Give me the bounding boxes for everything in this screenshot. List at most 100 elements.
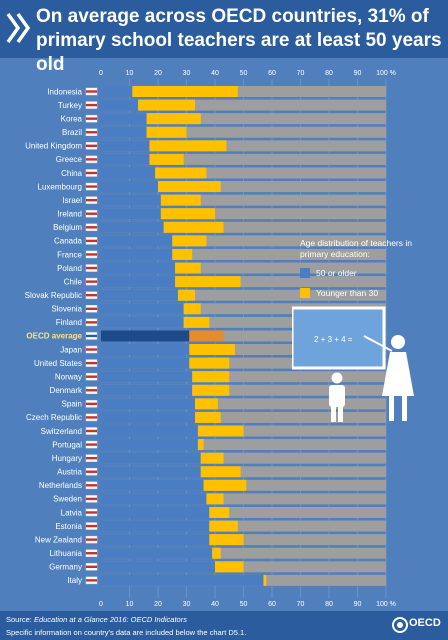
- x-tick-label-bottom: 0: [99, 601, 103, 608]
- bar-older: [101, 371, 193, 383]
- source-prefix: Source:: [6, 615, 34, 624]
- country-label: Belgium: [53, 223, 82, 232]
- bar-older: [101, 534, 210, 546]
- flag-stripe: [86, 443, 97, 446]
- x-tick-label-top: 50: [240, 70, 248, 77]
- bar-older: [101, 452, 201, 464]
- bar-track: [101, 452, 386, 464]
- bar-older: [101, 221, 164, 233]
- country-label: Spain: [62, 400, 82, 409]
- bar-younger: [200, 466, 241, 478]
- flag-stripe: [86, 103, 97, 107]
- flag-stripe: [86, 294, 97, 297]
- bar-younger: [138, 99, 196, 111]
- bar-older: [101, 167, 156, 179]
- flag-stripe: [86, 389, 97, 392]
- teacher-illustration: 2 + 3 + 4 =: [292, 306, 414, 422]
- bar-younger: [175, 262, 201, 274]
- x-tick-label-top: 100 %: [376, 70, 396, 77]
- bar-older: [101, 316, 184, 328]
- bar-younger: [209, 534, 244, 546]
- x-tick-label-top: 30: [183, 70, 191, 77]
- flag-stripe: [86, 280, 97, 283]
- country-label: Lithuania: [50, 549, 83, 558]
- legend-title: Age distribution of teachers in primary …: [300, 238, 412, 259]
- bar-younger: [149, 153, 184, 165]
- bar-younger: [189, 357, 230, 369]
- flag-stripe: [86, 90, 97, 93]
- country-label: Norway: [55, 372, 82, 381]
- country-label: Netherlands: [39, 481, 82, 490]
- bar-older: [101, 262, 176, 274]
- country-label: Brazil: [62, 128, 82, 137]
- bar-younger: [146, 113, 201, 125]
- legend-swatch-younger: [300, 288, 310, 298]
- bar-younger: [172, 248, 193, 260]
- bar-younger: [158, 181, 221, 193]
- flag-stripe: [86, 538, 97, 541]
- x-tick-label-bottom: 40: [211, 601, 219, 608]
- flag-stripe: [86, 416, 97, 419]
- flag-stripe: [86, 144, 97, 148]
- bar-younger: [189, 330, 224, 342]
- x-tick-label-top: 20: [154, 70, 162, 77]
- bar-track: [101, 248, 386, 260]
- bar-younger: [200, 452, 224, 464]
- bar-track: [101, 181, 386, 193]
- bar-younger: [195, 398, 218, 410]
- bar-track: [101, 344, 386, 356]
- bar-older: [101, 479, 204, 491]
- bar-older: [101, 208, 161, 220]
- teacher-icon: [382, 335, 414, 421]
- bar-younger: [155, 167, 207, 179]
- flag-stripe: [86, 198, 97, 202]
- bar-older: [101, 547, 213, 559]
- bar-track: [101, 493, 386, 505]
- country-label: Canada: [54, 237, 83, 246]
- bar-younger: [215, 561, 244, 573]
- header: On average across OECD countries, 31% of…: [0, 0, 448, 75]
- bar-older: [101, 357, 190, 369]
- country-label: Switzerland: [41, 427, 82, 436]
- country-label: Ireland: [58, 210, 82, 219]
- bar-younger: [149, 140, 227, 152]
- bar-track: [101, 99, 386, 111]
- flag-stripe: [86, 239, 97, 243]
- country-label: China: [61, 169, 82, 178]
- country-label: Denmark: [50, 386, 83, 395]
- x-tick-label-bottom: 100 %: [376, 601, 396, 608]
- bar-older: [101, 99, 139, 111]
- country-label: Korea: [61, 114, 83, 123]
- bar-younger: [146, 126, 187, 138]
- bar-younger: [132, 86, 238, 97]
- flag-stripe: [86, 253, 97, 256]
- country-label: Slovak Republic: [25, 291, 82, 300]
- bar-younger: [203, 479, 247, 491]
- country-label: Japan: [60, 345, 82, 354]
- bar-older: [101, 303, 184, 315]
- source-note: Source: Education at a Glance 2016: OECD…: [6, 615, 187, 624]
- country-label: Germany: [49, 563, 82, 572]
- oecd-logo-text: OECD: [409, 617, 441, 629]
- x-tick-label-bottom: 20: [154, 601, 162, 608]
- country-label: Portugal: [52, 440, 82, 449]
- bar-older: [101, 276, 176, 288]
- bar-younger: [212, 547, 221, 559]
- bar-track: [101, 276, 386, 288]
- student-icon: [329, 372, 345, 422]
- footer: Source: Education at a Glance 2016: OECD…: [0, 611, 448, 640]
- bar-younger: [192, 371, 230, 383]
- flag-stripe: [86, 456, 97, 460]
- flag-stripe: [86, 579, 97, 582]
- bar-younger: [177, 289, 196, 301]
- legend-label-older: 50 or older: [316, 268, 357, 278]
- country-label: Austria: [57, 468, 82, 477]
- bar-older: [101, 140, 150, 152]
- bar-track: [101, 398, 386, 410]
- flag-stripe: [86, 565, 97, 568]
- flag-stripe: [86, 226, 97, 229]
- flag-stripe: [86, 552, 97, 555]
- flag-stripe: [86, 321, 97, 324]
- country-label: Poland: [57, 264, 82, 273]
- bar-older: [101, 330, 190, 342]
